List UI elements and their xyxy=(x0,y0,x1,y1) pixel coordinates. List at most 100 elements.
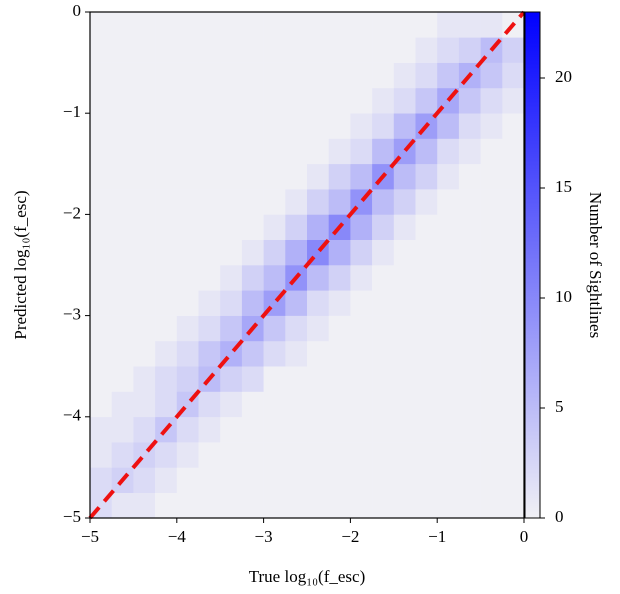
y-tick-label: −1 xyxy=(63,102,81,121)
heatmap-cell xyxy=(480,315,503,342)
heatmap-cell xyxy=(328,138,351,165)
heatmap-cell xyxy=(328,315,351,342)
heatmap-cell xyxy=(502,189,525,215)
heatmap-cell xyxy=(415,239,438,266)
heatmap-cell xyxy=(415,492,438,519)
heatmap-cell xyxy=(458,113,481,139)
heatmap-cell xyxy=(241,290,264,316)
heatmap-cell xyxy=(502,366,525,392)
heatmap-cell xyxy=(307,416,329,443)
heatmap-cell xyxy=(393,492,416,519)
heatmap-cell xyxy=(220,37,243,63)
heatmap-cell xyxy=(176,340,199,367)
plot-frame xyxy=(89,11,525,519)
heatmap-cell xyxy=(90,12,112,38)
heatmap-cell xyxy=(220,62,243,89)
heatmap-cell xyxy=(480,214,503,240)
heatmap-cell xyxy=(285,416,308,443)
heatmap-cell xyxy=(220,113,243,139)
heatmap-cell xyxy=(90,113,112,139)
heatmap-cell xyxy=(241,340,264,367)
heatmap-cell xyxy=(241,239,264,266)
heatmap-cell xyxy=(502,492,525,519)
heatmap-cell xyxy=(155,442,178,468)
heatmap-cell xyxy=(90,239,112,266)
heatmap-cell xyxy=(307,138,329,165)
heatmap-cell xyxy=(350,265,373,291)
heatmap-cell xyxy=(458,416,481,443)
heatmap-cell xyxy=(307,290,329,316)
heatmap-cell xyxy=(220,138,243,165)
heatmap-cell xyxy=(328,467,351,493)
heatmap-cell xyxy=(350,315,373,342)
heatmap-cell xyxy=(480,442,503,468)
heatmap-cell xyxy=(480,492,503,519)
heatmap-cell xyxy=(90,265,112,291)
heatmap-cell xyxy=(133,340,156,367)
heatmap-cell xyxy=(502,265,525,291)
heatmap-cell xyxy=(285,12,308,38)
heatmap-cell xyxy=(350,62,373,89)
heatmap-cell xyxy=(90,442,112,468)
heatmap-cell xyxy=(263,37,286,63)
heatmap-cell xyxy=(307,87,329,114)
heatmap-cell xyxy=(111,113,134,139)
heatmap-cell xyxy=(111,138,134,165)
heatmap-cell xyxy=(220,189,243,215)
heatmap-cell xyxy=(458,87,481,114)
heatmap-cell xyxy=(241,189,264,215)
heatmap-cell xyxy=(350,492,373,519)
heatmap-cell xyxy=(220,12,243,38)
heatmap-cell xyxy=(480,467,503,493)
heatmap-cell xyxy=(437,492,460,519)
heatmap-cell xyxy=(328,62,351,89)
heatmap-cell xyxy=(307,37,329,63)
heatmap-cell xyxy=(328,113,351,139)
colorbar-tick-label: 20 xyxy=(555,67,572,86)
heatmap-cell xyxy=(502,467,525,493)
heatmap-cell xyxy=(111,391,134,418)
heatmap-cell xyxy=(263,62,286,89)
heatmap-cell xyxy=(155,340,178,367)
heatmap-cell xyxy=(176,12,199,38)
heatmap-cell xyxy=(155,265,178,291)
heatmap-cell xyxy=(263,315,286,342)
heatmap-cell xyxy=(437,391,460,418)
heatmap-cell xyxy=(415,290,438,316)
heatmap-cell xyxy=(480,12,503,38)
heatmap-cell xyxy=(393,340,416,367)
heatmap-cell xyxy=(155,492,178,519)
heatmap-cell xyxy=(155,467,178,493)
heatmap-cell xyxy=(372,492,395,519)
heatmap-cell xyxy=(241,87,264,114)
heatmap-cell xyxy=(458,366,481,392)
heatmap-cell xyxy=(415,62,438,89)
x-tick-label: 0 xyxy=(520,527,529,546)
heatmap-cell xyxy=(415,138,438,165)
heatmap-cell xyxy=(111,265,134,291)
heatmap-cell xyxy=(458,340,481,367)
heatmap-cell xyxy=(155,62,178,89)
heatmap-cell xyxy=(328,340,351,367)
heatmap-cell xyxy=(241,265,264,291)
heatmap-cell xyxy=(328,442,351,468)
heatmap-cell xyxy=(111,37,134,63)
heatmap-cell xyxy=(480,62,503,89)
heatmap-cell xyxy=(198,113,221,139)
heatmap-cell xyxy=(502,340,525,367)
heatmap-cell xyxy=(372,442,395,468)
heatmap-cell xyxy=(90,87,112,114)
heatmap-cell xyxy=(90,189,112,215)
heatmap-cell xyxy=(372,12,395,38)
heatmap-cell xyxy=(90,391,112,418)
heatmap-cell xyxy=(285,138,308,165)
heatmap-cell xyxy=(176,315,199,342)
heatmap-cell xyxy=(241,37,264,63)
heatmap-cell xyxy=(415,189,438,215)
heatmap-cell xyxy=(263,189,286,215)
heatmap-cell xyxy=(263,340,286,367)
heatmap-cell xyxy=(415,340,438,367)
heatmap-cell xyxy=(437,290,460,316)
heatmap-cell xyxy=(350,239,373,266)
heatmap-cell xyxy=(437,265,460,291)
